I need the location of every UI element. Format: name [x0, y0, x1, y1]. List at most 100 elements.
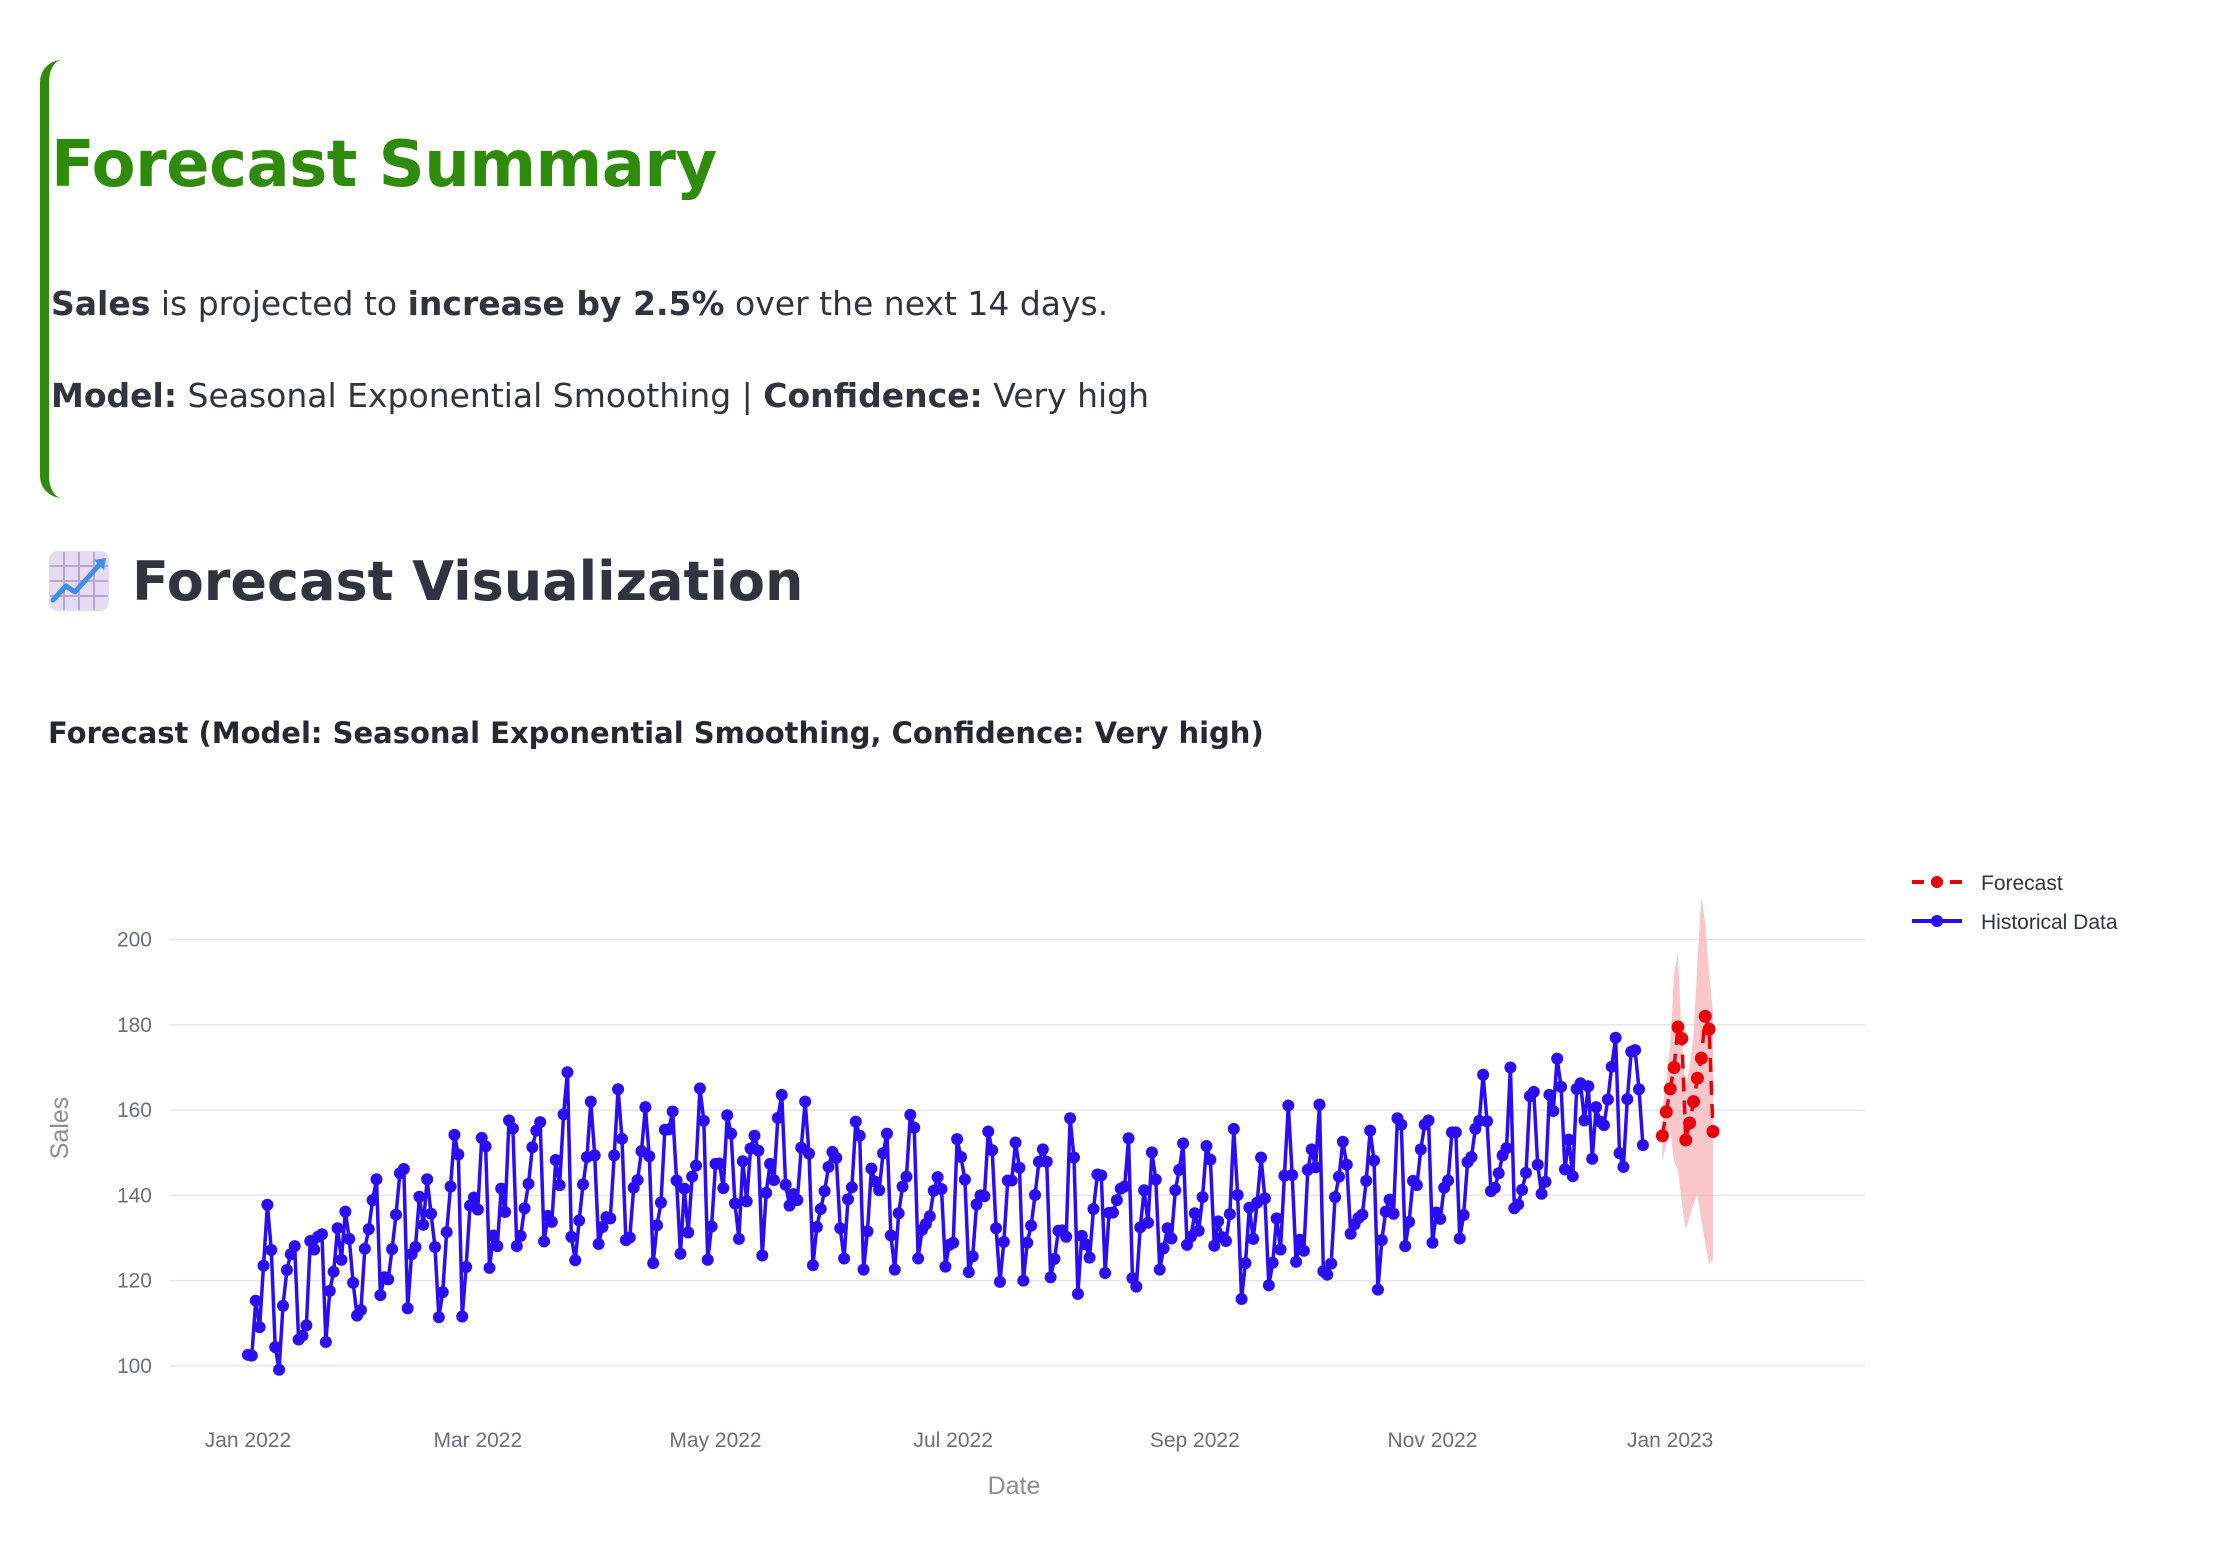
historical-point[interactable]: [721, 1109, 734, 1122]
historical-point[interactable]: [588, 1149, 601, 1162]
historical-point[interactable]: [955, 1151, 967, 1164]
historical-point[interactable]: [892, 1207, 905, 1220]
forecast-point[interactable]: [1659, 1105, 1673, 1119]
historical-point[interactable]: [1500, 1142, 1513, 1155]
historical-point[interactable]: [1106, 1206, 1119, 1219]
historical-point[interactable]: [1095, 1169, 1108, 1182]
historical-point[interactable]: [1286, 1168, 1299, 1181]
historical-point[interactable]: [277, 1299, 289, 1312]
historical-point[interactable]: [701, 1253, 714, 1266]
historical-point[interactable]: [1110, 1194, 1123, 1207]
historical-point[interactable]: [705, 1220, 718, 1233]
historical-point[interactable]: [767, 1174, 780, 1187]
forecast-point[interactable]: [1687, 1095, 1701, 1109]
legend-item-forecast[interactable]: Forecast: [1912, 872, 2063, 895]
historical-point[interactable]: [1410, 1179, 1423, 1192]
historical-point[interactable]: [397, 1162, 410, 1175]
historical-point[interactable]: [269, 1341, 282, 1354]
historical-point[interactable]: [678, 1182, 691, 1195]
historical-point[interactable]: [491, 1240, 504, 1253]
historical-point[interactable]: [1297, 1244, 1310, 1257]
historical-point[interactable]: [732, 1232, 745, 1245]
historical-point[interactable]: [452, 1148, 465, 1161]
historical-point[interactable]: [510, 1240, 523, 1253]
forecast-point[interactable]: [1690, 1071, 1704, 1085]
forecast-point[interactable]: [1675, 1032, 1689, 1046]
historical-point[interactable]: [561, 1066, 574, 1079]
historical-point[interactable]: [1387, 1207, 1400, 1220]
historical-point[interactable]: [1309, 1161, 1322, 1174]
historical-point[interactable]: [1531, 1158, 1544, 1171]
historical-point[interactable]: [752, 1144, 765, 1157]
historical-point[interactable]: [573, 1214, 586, 1227]
historical-point[interactable]: [647, 1257, 660, 1270]
historical-point[interactable]: [1434, 1212, 1447, 1225]
historical-point[interactable]: [374, 1289, 387, 1302]
historical-point[interactable]: [1344, 1227, 1357, 1240]
historical-point[interactable]: [390, 1208, 402, 1221]
historical-point[interactable]: [740, 1195, 753, 1208]
historical-point[interactable]: [1555, 1080, 1568, 1093]
historical-point[interactable]: [1040, 1155, 1053, 1168]
historical-point[interactable]: [1087, 1203, 1100, 1216]
historical-point[interactable]: [1442, 1174, 1455, 1187]
historical-point[interactable]: [265, 1243, 278, 1256]
historical-point[interactable]: [596, 1220, 609, 1233]
historical-point[interactable]: [810, 1220, 823, 1233]
historical-point[interactable]: [818, 1185, 831, 1198]
historical-point[interactable]: [834, 1222, 847, 1235]
historical-point[interactable]: [518, 1202, 531, 1215]
historical-point[interactable]: [343, 1232, 356, 1245]
forecast-point[interactable]: [1694, 1051, 1708, 1065]
historical-point[interactable]: [896, 1180, 909, 1193]
historical-point[interactable]: [479, 1140, 492, 1153]
historical-point[interactable]: [1145, 1146, 1158, 1159]
historical-point[interactable]: [643, 1150, 656, 1163]
historical-point[interactable]: [1453, 1232, 1466, 1245]
historical-point[interactable]: [456, 1310, 469, 1323]
historical-point[interactable]: [1266, 1256, 1279, 1269]
historical-point[interactable]: [978, 1190, 991, 1203]
historical-point[interactable]: [1017, 1274, 1030, 1287]
historical-point[interactable]: [939, 1260, 952, 1273]
historical-point[interactable]: [565, 1230, 578, 1243]
historical-point[interactable]: [1060, 1230, 1073, 1243]
forecast-point[interactable]: [1671, 1020, 1685, 1034]
historical-point[interactable]: [366, 1194, 379, 1207]
historical-point[interactable]: [1449, 1126, 1462, 1139]
historical-point[interactable]: [654, 1196, 667, 1209]
historical-point[interactable]: [756, 1249, 769, 1262]
historical-point[interactable]: [1535, 1187, 1548, 1200]
historical-point[interactable]: [912, 1252, 925, 1265]
historical-point[interactable]: [1383, 1193, 1396, 1206]
historical-point[interactable]: [584, 1095, 597, 1108]
historical-point[interactable]: [1196, 1191, 1209, 1204]
historical-point[interactable]: [865, 1162, 878, 1175]
historical-point[interactable]: [483, 1261, 496, 1274]
historical-point[interactable]: [1481, 1115, 1494, 1128]
historical-point[interactable]: [986, 1144, 999, 1157]
historical-point[interactable]: [1239, 1257, 1252, 1270]
historical-point[interactable]: [1364, 1124, 1377, 1137]
historical-point[interactable]: [1457, 1209, 1470, 1222]
historical-point[interactable]: [261, 1198, 274, 1211]
historical-point[interactable]: [370, 1173, 383, 1186]
historical-point[interactable]: [1590, 1101, 1603, 1114]
historical-point[interactable]: [514, 1229, 527, 1242]
historical-point[interactable]: [1208, 1239, 1221, 1252]
historical-point[interactable]: [662, 1123, 675, 1136]
historical-point[interactable]: [1099, 1266, 1112, 1279]
historical-point[interactable]: [1325, 1257, 1338, 1270]
historical-point[interactable]: [966, 1250, 979, 1263]
historical-point[interactable]: [962, 1266, 975, 1279]
historical-point[interactable]: [280, 1264, 293, 1276]
historical-point[interactable]: [849, 1115, 862, 1128]
historical-point[interactable]: [1013, 1161, 1026, 1174]
historical-point[interactable]: [791, 1194, 804, 1207]
historical-point[interactable]: [1578, 1114, 1591, 1127]
historical-point[interactable]: [1356, 1208, 1369, 1221]
historical-point[interactable]: [401, 1302, 414, 1315]
historical-point[interactable]: [1636, 1139, 1649, 1152]
historical-point[interactable]: [1601, 1093, 1614, 1106]
historical-point[interactable]: [1426, 1236, 1439, 1249]
